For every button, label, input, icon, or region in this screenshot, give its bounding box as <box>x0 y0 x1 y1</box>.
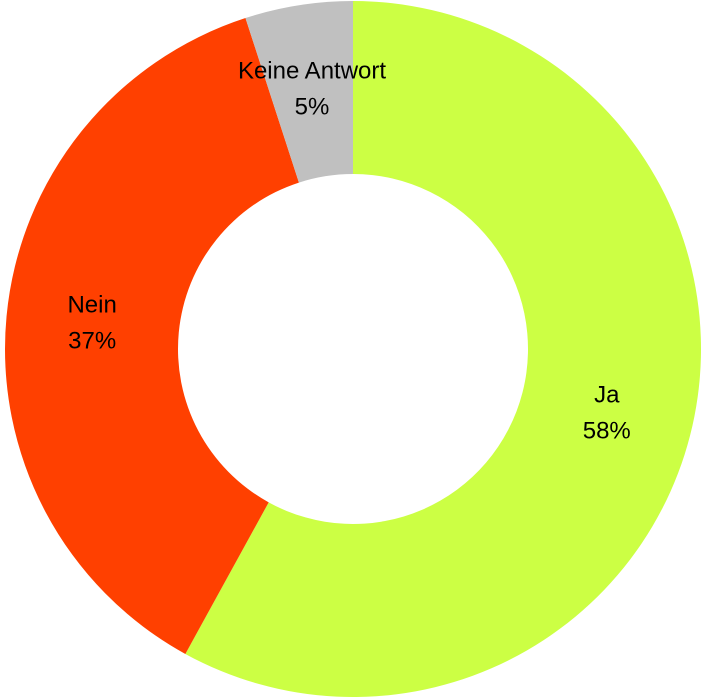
donut-segment <box>245 1 353 183</box>
donut-segment <box>4 18 299 654</box>
value-label: 58% <box>583 418 631 445</box>
value-label: 5% <box>295 94 330 121</box>
value-label: 37% <box>68 328 116 355</box>
donut-segment <box>185 1 701 697</box>
segment-label: Nein <box>67 292 116 319</box>
segment-label: Ja <box>594 382 620 409</box>
segment-label: Keine Antwort <box>238 58 386 85</box>
